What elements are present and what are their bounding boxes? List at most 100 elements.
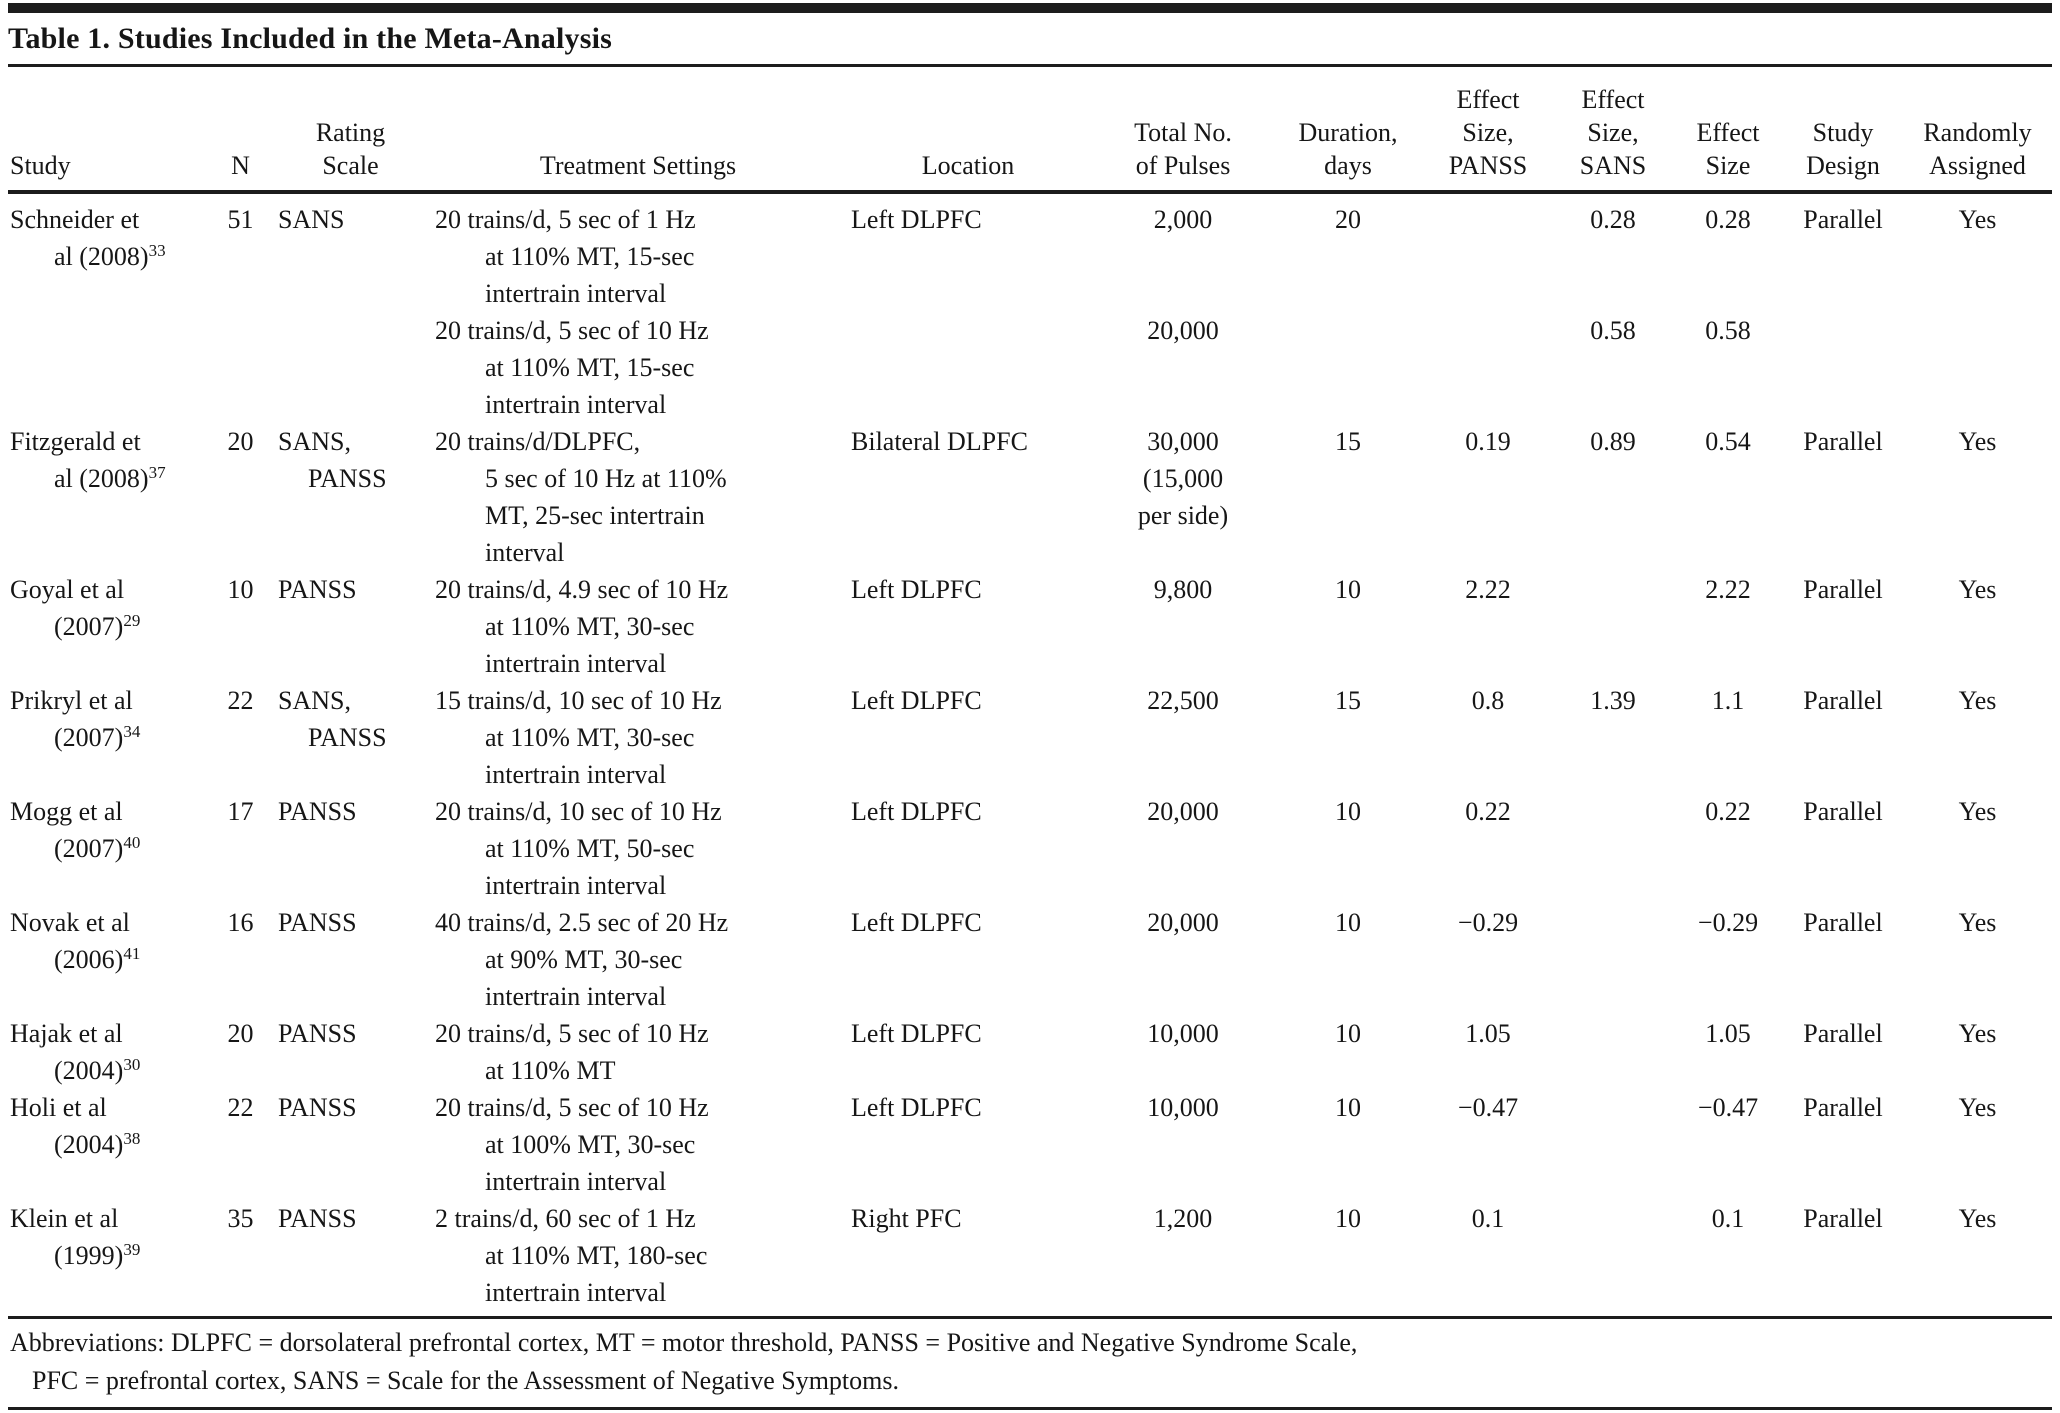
pulses-cell: 10,000 xyxy=(1147,1093,1219,1122)
pulses-cell: 20,000 xyxy=(1147,316,1219,345)
table-row: Prikryl et al (2007)34 22 SANS, PANSS 15 trai… xyxy=(8,682,2052,793)
duration-cell: 10 xyxy=(1335,797,1361,826)
n-cell: 10 xyxy=(227,575,254,604)
location-cell: Right PFC xyxy=(851,1204,962,1233)
location-cell: Left DLPFC xyxy=(851,797,982,826)
pulses-cell: 20,000 xyxy=(1147,797,1219,826)
rating-scale-cell: PANSS xyxy=(278,1204,357,1233)
treatment-cell: 20 trains/d, 5 sec of 10 Hz at 100% MT, 3… xyxy=(435,1093,709,1196)
pulses-cell: 30,000 (15,000 per side) xyxy=(1137,427,1229,530)
effect-size-cell: 0.28 xyxy=(1705,205,1751,234)
random-cell: Yes xyxy=(1958,205,1997,234)
pulses-cell: 10,000 xyxy=(1147,1019,1219,1048)
design-cell: Parallel xyxy=(1803,797,1883,826)
duration-cell: 10 xyxy=(1335,908,1361,937)
design-cell: Parallel xyxy=(1803,575,1883,604)
reference-superscript: 34 xyxy=(123,722,141,741)
reference-superscript: 41 xyxy=(123,944,141,963)
col-header-effect-size-panss: Effect Size, PANSS xyxy=(1448,85,1528,180)
study-cell: Goyal et al (2007)29 xyxy=(10,575,141,641)
n-cell: 17 xyxy=(227,797,254,826)
duration-cell: 15 xyxy=(1335,427,1361,456)
pulses-cell: 9,800 xyxy=(1153,575,1213,604)
treatment-cell: 20 trains/d, 5 sec of 10 Hz at 110% MT, 1… xyxy=(435,316,709,419)
col-header-rating-scale: Rating Scale xyxy=(315,118,386,180)
treatment-cell: 2 trains/d, 60 sec of 1 Hz at 110% MT, 18… xyxy=(435,1204,708,1307)
duration-cell: 10 xyxy=(1335,575,1361,604)
es-sans-cell xyxy=(1553,1015,1673,1089)
effect-size-cell: 0.54 xyxy=(1705,427,1751,456)
n-cell: 16 xyxy=(227,908,254,937)
es-panss-cell: 2.22 xyxy=(1465,575,1511,604)
es-panss-cell: 0.1 xyxy=(1471,1204,1505,1233)
effect-size-cell: 1.1 xyxy=(1711,686,1745,715)
es-sans-cell: 0.58 xyxy=(1590,316,1636,345)
pulses-cell: 2,000 xyxy=(1153,205,1213,234)
random-cell: Yes xyxy=(1958,1019,1997,1048)
reference-superscript: 40 xyxy=(123,833,141,852)
rating-scale-cell: SANS, PANSS xyxy=(278,686,387,752)
footnote: Abbreviations: DLPFC = dorsolateral pref… xyxy=(8,1319,2052,1407)
col-header-effect-size-sans: Effect Size, SANS xyxy=(1579,85,1647,180)
study-cell xyxy=(8,312,213,423)
footnote-line: Abbreviations: DLPFC = dorsolateral pref… xyxy=(10,1328,1358,1357)
footnote-rule xyxy=(8,1316,2052,1319)
title-rule xyxy=(8,64,2052,67)
table-row: Hajak et al (2004)30 20 PANSS 20 trains/d, 5… xyxy=(8,1015,2052,1089)
treatment-cell: 20 trains/d, 5 sec of 10 Hz at 110% MT xyxy=(435,1019,709,1085)
n-cell: 20 xyxy=(227,427,254,456)
n-cell: 35 xyxy=(227,1204,254,1233)
location-cell: Left DLPFC xyxy=(851,1019,982,1048)
es-sans-cell xyxy=(1553,1200,1673,1311)
random-cell: Yes xyxy=(1958,797,1997,826)
location-cell xyxy=(843,312,1093,423)
location-cell: Bilateral DLPFC xyxy=(851,427,1028,456)
reference-superscript: 37 xyxy=(148,463,166,482)
table-row: Mogg et al (2007)40 17 PANSS 20 trains/d, 10… xyxy=(8,793,2052,904)
random-cell xyxy=(1903,312,2052,423)
es-panss-cell: −0.47 xyxy=(1457,1093,1519,1122)
treatment-cell: 40 trains/d, 2.5 sec of 20 Hz at 90% MT, … xyxy=(435,908,729,1011)
effect-size-cell: 0.22 xyxy=(1705,797,1751,826)
design-cell: Parallel xyxy=(1803,1204,1883,1233)
pulses-cell: 1,200 xyxy=(1153,1204,1213,1233)
es-sans-cell: 1.39 xyxy=(1590,686,1636,715)
location-cell: Left DLPFC xyxy=(851,908,982,937)
es-panss-cell: −0.29 xyxy=(1457,908,1519,937)
random-cell: Yes xyxy=(1958,908,1997,937)
reference-superscript: 39 xyxy=(123,1240,141,1259)
duration-cell: 15 xyxy=(1335,686,1361,715)
es-panss-cell: 1.05 xyxy=(1465,1019,1511,1048)
rating-scale-cell: PANSS xyxy=(278,797,357,826)
treatment-cell: 20 trains/d, 4.9 sec of 10 Hz at 110% MT,… xyxy=(435,575,729,678)
es-sans-cell: 0.28 xyxy=(1590,205,1636,234)
table-row: Klein et al (1999)39 35 PANSS 2 trains/d, 60… xyxy=(8,1200,2052,1311)
n-cell: 22 xyxy=(227,686,254,715)
reference-superscript: 38 xyxy=(123,1129,141,1148)
location-cell: Left DLPFC xyxy=(851,575,982,604)
es-panss-cell: 0.8 xyxy=(1471,686,1505,715)
bottom-rule-primary xyxy=(8,1407,2052,1410)
es-sans-cell xyxy=(1553,1089,1673,1200)
n-cell xyxy=(213,312,268,423)
duration-cell xyxy=(1273,312,1423,423)
rating-scale-cell: PANSS xyxy=(278,575,357,604)
random-cell: Yes xyxy=(1958,427,1997,456)
design-cell: Parallel xyxy=(1803,1093,1883,1122)
col-header-n: N xyxy=(231,151,250,180)
rating-scale-cell: PANSS xyxy=(278,1019,357,1048)
col-header-location: Location xyxy=(921,151,1015,180)
rating-scale-cell: PANSS xyxy=(278,1093,357,1122)
study-cell: Holi et al (2004)38 xyxy=(10,1093,141,1159)
top-rule xyxy=(8,3,2052,13)
table-row: Fitzgerald et al (2008)37 20 SANS, PANSS 20 t… xyxy=(8,423,2052,571)
effect-size-cell: 0.58 xyxy=(1705,316,1751,345)
col-header-study: Study xyxy=(10,151,71,180)
effect-size-cell: −0.47 xyxy=(1697,1093,1759,1122)
duration-cell: 20 xyxy=(1335,205,1361,234)
location-cell: Left DLPFC xyxy=(851,1093,982,1122)
treatment-cell: 20 trains/d/DLPFC, 5 sec of 10 Hz at 110%… xyxy=(435,427,727,567)
random-cell: Yes xyxy=(1958,1093,1997,1122)
study-cell: Klein et al (1999)39 xyxy=(10,1204,141,1270)
